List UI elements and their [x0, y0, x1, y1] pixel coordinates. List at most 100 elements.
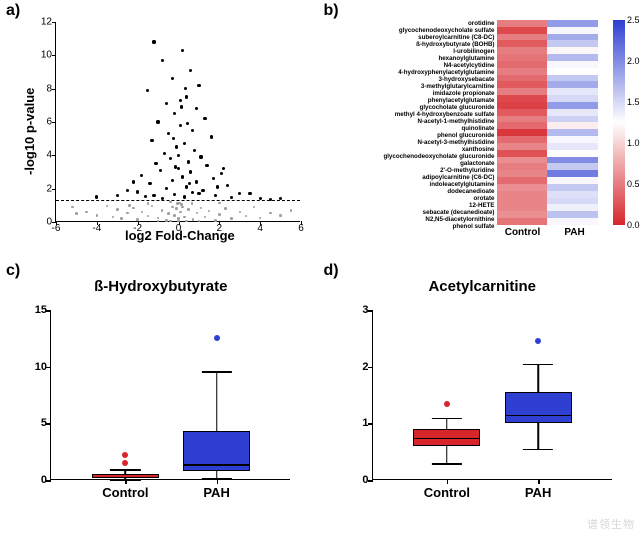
volcano-point — [191, 191, 194, 194]
heatmap-cell — [547, 95, 598, 102]
heatmap-row-label: phenylacetylglutamate — [337, 97, 497, 104]
volcano-point — [186, 122, 189, 125]
volcano-point — [191, 202, 194, 205]
volcano-point — [159, 169, 162, 172]
heatmap-cell — [547, 81, 598, 88]
volcano-point — [279, 214, 282, 217]
heatmap-row-label: imidazole propionate — [337, 90, 497, 97]
heatmap-row-label: galactonate — [337, 160, 497, 167]
volcano-point — [147, 202, 150, 205]
volcano-point — [212, 177, 215, 180]
heatmap-row-label: 3-methylglutarylcarnitine — [337, 83, 497, 90]
heatmap-cell — [547, 102, 598, 109]
volcano-point — [216, 185, 219, 188]
volcano-point — [177, 167, 180, 170]
volcano-point — [156, 120, 159, 123]
heatmap-row — [497, 88, 599, 95]
volcano-point — [203, 117, 206, 120]
heatmap-row-label: phenol glucuronide — [337, 132, 497, 139]
heatmap-cell — [497, 40, 548, 47]
volcano-point — [150, 139, 153, 142]
volcano-point — [197, 192, 200, 195]
volcano-point — [96, 214, 99, 217]
volcano-point — [175, 145, 178, 148]
heatmap-row — [497, 116, 599, 123]
heatmap-cell — [547, 88, 598, 95]
volcano-point — [161, 59, 164, 62]
heatmap-row — [497, 81, 599, 88]
heatmap-row — [497, 218, 599, 225]
volcano-point — [116, 194, 119, 197]
volcano-point — [180, 203, 183, 206]
heatmap-cell — [497, 157, 548, 164]
volcano-point — [188, 182, 191, 185]
heatmap-row — [497, 177, 599, 184]
volcano-point — [126, 212, 129, 215]
volcano-point — [185, 95, 188, 98]
heatmap-row-label: I-urobilinogen — [337, 48, 497, 55]
heatmap-cell — [497, 20, 548, 27]
volcano-point — [187, 208, 190, 211]
heatmap-cell — [497, 163, 548, 170]
heatmap-row — [497, 136, 599, 143]
heatmap-cell — [497, 75, 548, 82]
heatmap-row-label: orotate — [337, 195, 497, 202]
volcano-point — [152, 194, 155, 197]
heatmap-cell — [497, 95, 548, 102]
heatmap-cell — [497, 143, 548, 150]
heatmap-row-label: methyl 4-hydroxybenzoate sulfate — [337, 111, 497, 118]
volcano-point — [172, 137, 175, 140]
heatmap-cell — [547, 75, 598, 82]
heatmap-cell — [547, 143, 598, 150]
volcano-point — [173, 214, 176, 217]
volcano-xlabel: log2 Fold-Change — [125, 228, 235, 243]
volcano-point — [208, 210, 211, 213]
heatmap-row — [497, 198, 599, 205]
heatmap-cell — [497, 177, 548, 184]
heatmap-cell — [497, 129, 548, 136]
heatmap-cell — [547, 170, 598, 177]
heatmap-cell — [497, 109, 548, 116]
volcano-point — [181, 49, 184, 52]
heatmap-row — [497, 75, 599, 82]
volcano-point — [165, 102, 168, 105]
volcano-point — [167, 212, 170, 215]
heatmap-cat-pah: PAH — [549, 225, 601, 238]
volcano-point — [189, 69, 192, 72]
volcano-point — [106, 205, 109, 208]
panel-b-label: b) — [324, 2, 339, 20]
colorbar-tick: 0.5 — [627, 179, 640, 189]
volcano-point — [181, 206, 184, 209]
volcano-point — [173, 112, 176, 115]
heatmap-cell — [547, 218, 598, 225]
volcano-point — [253, 206, 256, 209]
volcano-point — [136, 218, 139, 221]
volcano-point — [144, 195, 147, 198]
heatmap-cell — [547, 129, 598, 136]
heatmap-colorbar: 0.00.51.01.52.02.5 — [613, 20, 625, 225]
volcano-point — [195, 107, 198, 110]
volcano-point — [238, 192, 241, 195]
volcano-point — [224, 207, 227, 210]
volcano-point — [161, 209, 164, 212]
volcano-point — [85, 211, 88, 214]
volcano-point — [230, 217, 233, 220]
volcano-point — [152, 40, 155, 43]
heatmap-cell — [497, 34, 548, 41]
volcano-ylabel: -log10 p-value — [22, 88, 37, 175]
volcano-point — [180, 105, 183, 108]
heatmap-row-label: 4-hydroxyphenylacetylglutamine — [337, 69, 497, 76]
heatmap-cell — [547, 122, 598, 129]
volcano-point — [226, 184, 229, 187]
volcano-point — [136, 190, 139, 193]
heatmap-row — [497, 184, 599, 191]
volcano-point — [181, 175, 184, 178]
heatmap-cell — [547, 20, 598, 27]
panel-d-title: Acetylcarnitine — [322, 278, 643, 295]
volcano-point — [116, 208, 119, 211]
volcano-point — [175, 207, 178, 210]
colorbar-tick: 2.0 — [627, 56, 640, 66]
volcano-point — [230, 196, 233, 199]
volcano-point — [185, 185, 188, 188]
volcano-point — [220, 172, 223, 175]
